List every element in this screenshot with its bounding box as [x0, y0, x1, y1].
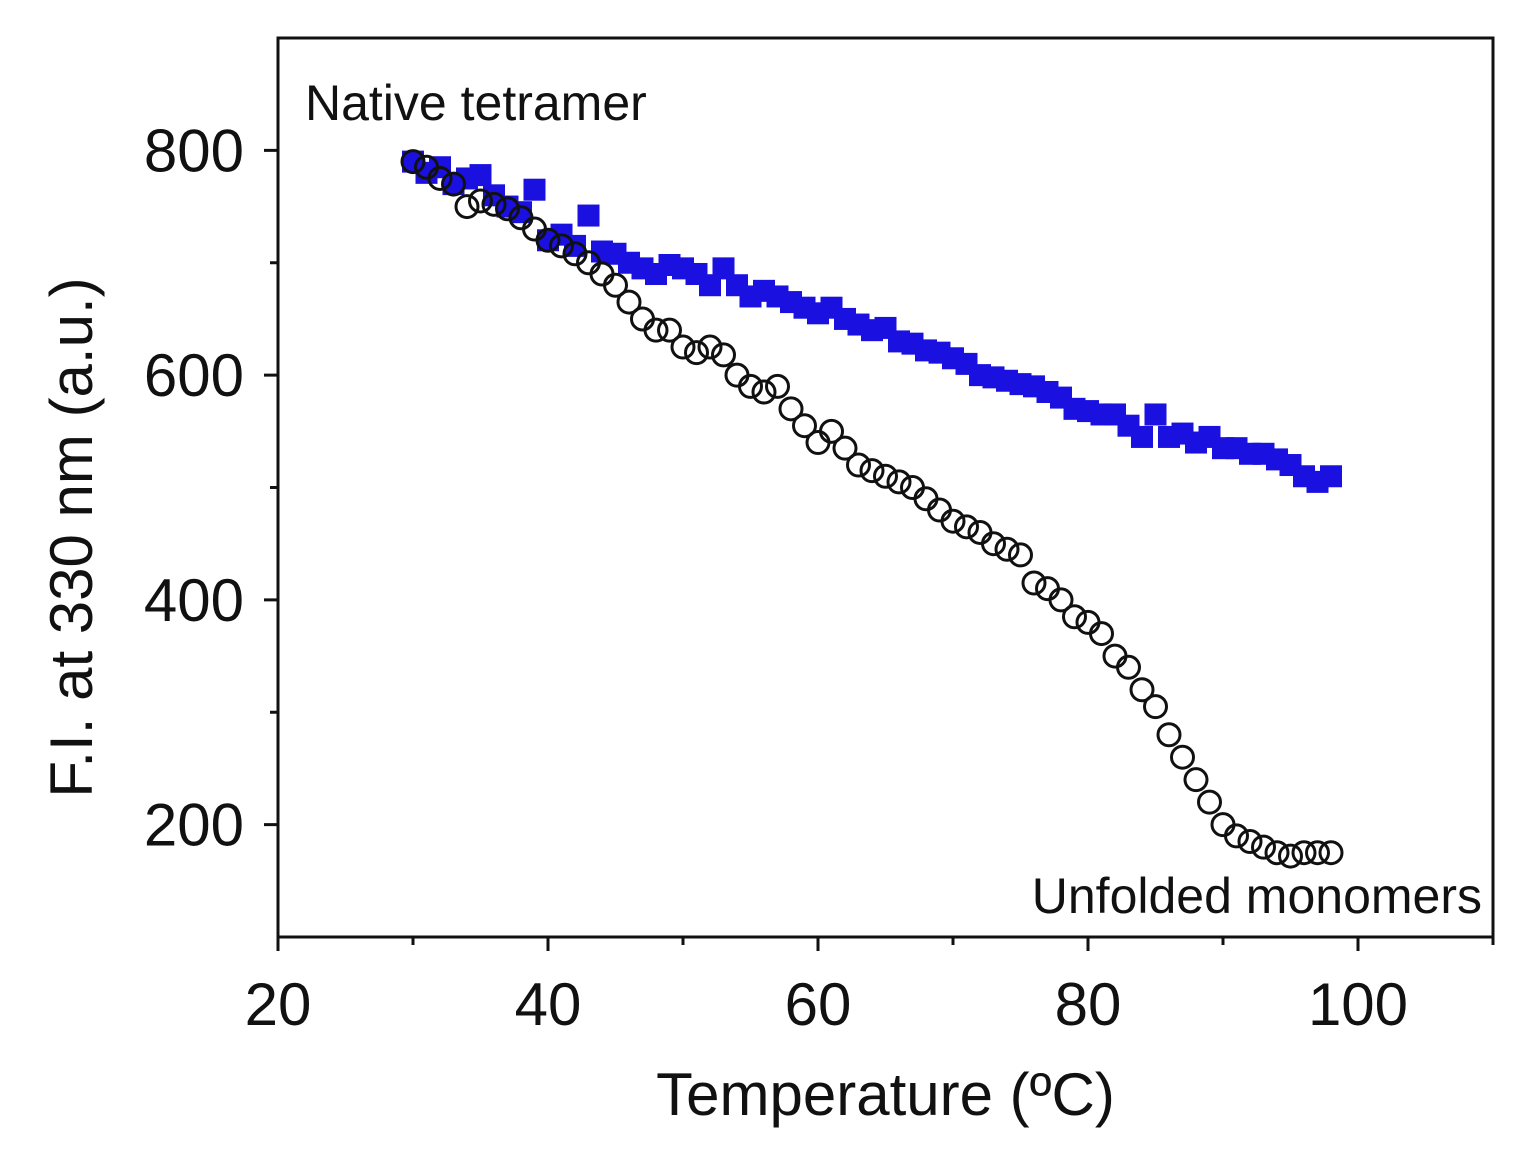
series-unfolded-monomers [400, 149, 1344, 869]
native-tetramer-point [712, 257, 735, 280]
unfolded-monomers-point [1062, 604, 1087, 630]
unfolded-monomers-point [643, 317, 669, 343]
unfolded-monomers-point [1197, 789, 1222, 815]
unfolded-monomers-point [400, 149, 426, 175]
unfolded-monomers-point [630, 306, 655, 332]
unfolded-monomers-point [913, 486, 939, 512]
unfolded-monomers-point [1291, 840, 1317, 866]
x-axis-label: Temperature (ºC) [656, 1061, 1115, 1128]
y-tick-label: 400 [144, 567, 244, 634]
unfolded-monomers-point [1183, 767, 1209, 793]
unfolded-monomers-point [1129, 677, 1155, 703]
unfolded-monomers-point [670, 334, 696, 360]
unfolded-monomers-point [1143, 694, 1168, 720]
unfolded-monomers-point [481, 191, 507, 217]
unfolded-monomers-point [819, 418, 844, 444]
unfolded-monomers-point [468, 188, 493, 214]
unfolded-monomers-point [1170, 744, 1195, 770]
unfolded-monomers-point [940, 508, 966, 534]
unfolded-monomers-point [1008, 542, 1033, 568]
unfolded-monomers-point [994, 536, 1020, 562]
unfolded-monomers-point [859, 458, 885, 484]
unfolded-monomers-point [1156, 722, 1182, 748]
unfolded-monomers-point [927, 497, 952, 523]
x-tick-label: 60 [785, 971, 852, 1038]
y-tick-label: 800 [144, 117, 244, 184]
unfolded-monomers-point [1102, 643, 1128, 669]
unfolded-monomers-point [427, 165, 453, 191]
unfolded-monomers-point [832, 435, 858, 461]
y-axis-label: F.I. at 330 nm (a.u.) [38, 277, 105, 797]
unfolded-monomers-point [1089, 621, 1114, 647]
unfolded-monomers-point [657, 317, 682, 343]
unfolded-monomers-point [1237, 828, 1263, 854]
unfolded-monomers-point [562, 241, 588, 267]
unfolded-monomers-point [603, 272, 628, 298]
unfolded-monomers-point [1210, 812, 1236, 838]
series-native-tetramer [402, 150, 1342, 493]
unfolded-monomers-point [1318, 840, 1344, 866]
unfolded-monomers-point [589, 261, 615, 287]
unfolded-monomers-point [1021, 570, 1047, 596]
x-tick-label: 80 [1055, 971, 1122, 1038]
series-layer [400, 149, 1344, 869]
unfolded-monomers-point [1048, 587, 1074, 613]
native-tetramer-point [1320, 465, 1342, 488]
unfolded-monomers-point [1264, 840, 1290, 866]
unfolded-monomers-point [778, 396, 804, 422]
unfolded-monomers-point [724, 362, 750, 388]
unfolded-monomers-point [1305, 840, 1330, 866]
native-tetramer-point [523, 178, 546, 201]
unfolded-monomers-point [495, 196, 520, 222]
native-tetramer-point [1131, 425, 1153, 448]
unfolded-monomers-point [1116, 654, 1141, 680]
unfolded-monomers-point [805, 430, 831, 456]
unfolded-monomers-point [711, 342, 736, 368]
unfolded-monomers-point [522, 216, 547, 242]
unfolded-monomers-point [441, 171, 466, 197]
unfolded-monomers-point [1278, 843, 1303, 869]
unfolded-monomers-point [900, 475, 925, 500]
native-tetramer-point [1144, 403, 1167, 426]
unfolded-monomers-point [873, 463, 898, 489]
ticks-layer: 20 40 60 80 100 200 400 600 800 [144, 117, 1495, 1038]
x-tick-label: 100 [1308, 971, 1408, 1038]
x-tick-label: 40 [515, 971, 582, 1038]
x-tick-label: 20 [245, 971, 312, 1038]
native-tetramer-point [699, 274, 721, 297]
unfolded-monomers-point [549, 233, 574, 259]
unfolded-monomers-point [697, 334, 723, 360]
annotation-native-tetramer: Native tetramer [305, 75, 647, 131]
unfolded-monomers-point [751, 379, 777, 405]
y-tick-label: 200 [144, 792, 244, 859]
annotation-unfolded-monomers: Unfolded monomers [1032, 868, 1482, 924]
y-tick-label: 600 [144, 342, 244, 409]
unfolded-monomers-point [967, 519, 993, 545]
unfolded-monomers-point [454, 194, 480, 220]
unfolded-monomers-point [738, 373, 763, 399]
unfolded-monomers-point [1075, 609, 1101, 635]
unfolded-monomers-point [535, 227, 561, 253]
unfolded-monomers-point [1251, 834, 1276, 860]
unfolded-monomers-point [765, 373, 790, 399]
unfolded-monomers-point [792, 413, 817, 439]
unfolded-monomers-point [1224, 823, 1249, 849]
unfolded-monomers-point [684, 340, 709, 366]
unfolded-monomers-point [846, 452, 871, 478]
native-tetramer-point [469, 164, 492, 187]
unfolded-monomers-point [954, 514, 979, 540]
native-tetramer-point [577, 204, 600, 227]
unfolded-monomers-point [1035, 576, 1060, 602]
unfolded-monomers-point [886, 469, 912, 495]
unfolded-monomers-point [981, 531, 1006, 557]
unfolded-monomers-point [616, 289, 642, 315]
